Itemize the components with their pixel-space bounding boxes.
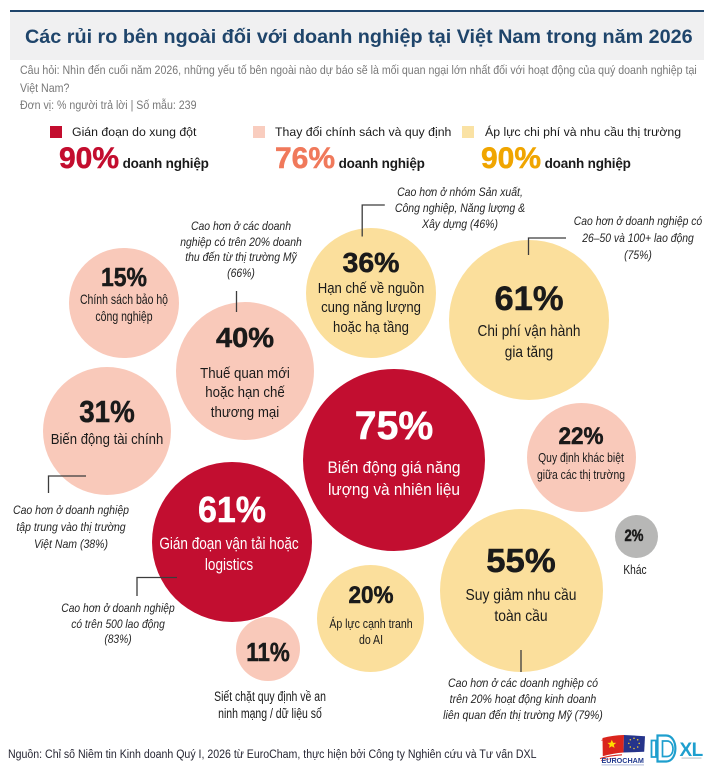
svg-text:XL: XL xyxy=(680,740,704,761)
svg-text:EUROCHAM: EUROCHAM xyxy=(602,756,644,765)
